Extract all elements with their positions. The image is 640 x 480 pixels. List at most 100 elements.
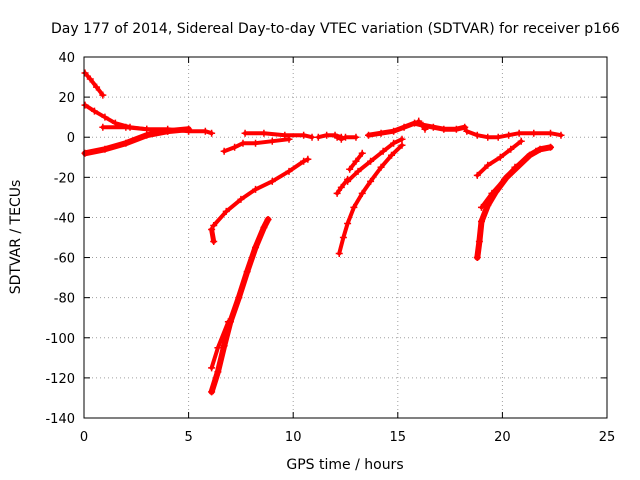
data-point-marker [122,123,130,131]
data-point-marker [463,127,471,135]
series-arc-21 [479,149,538,210]
data-point-marker [507,145,515,153]
plot-frame [83,56,608,419]
data-point-marker [517,137,525,145]
data-point-marker [344,177,352,185]
data-point-marker [323,131,331,139]
y-tick-label: -80 [54,292,75,307]
data-point-marker [268,137,276,145]
data-point-marker [101,113,109,121]
data-point-marker [350,203,358,211]
data-point-marker [264,215,272,223]
data-point-marker [346,165,354,173]
data-point-marker [505,131,513,139]
data-point-marker [475,238,483,246]
data-point-marker [390,139,398,147]
data-point-marker [99,91,107,99]
data-point-marker [243,268,251,276]
y-tick-label: -60 [54,252,75,267]
data-point-marker [365,131,373,139]
data-point-marker [304,155,312,163]
data-point-marker [252,244,260,252]
data-point-marker [241,129,249,137]
data-point-marker [281,131,289,139]
data-point-marker [90,107,98,115]
data-point-marker [300,157,308,165]
data-point-marker [473,171,481,179]
data-point-marker [377,129,385,137]
data-point-marker [208,364,216,372]
grid-lines [84,57,607,418]
data-point-marker [220,342,228,350]
data-point-marker [488,189,496,197]
series-arc-5 [211,157,310,228]
data-point-marker [398,135,406,143]
data-point-marker [367,157,375,165]
data-point-marker [429,123,437,131]
y-tick-label: -20 [54,171,75,186]
y-tick-label: -100 [45,332,75,347]
data-point-marker [337,183,345,191]
y-axis-label: SDTVAR / TECUs [8,180,24,295]
x-tick-label: 0 [80,430,88,445]
data-point-marker [268,177,276,185]
data-point-marker [354,167,362,175]
data-point-marker [452,125,460,133]
data-point-marker [547,129,555,137]
data-point-marker [252,185,260,193]
data-point-marker [201,127,209,135]
data-point-marker [421,125,429,133]
data-point-marker [461,123,469,131]
data-point-marker [398,141,406,149]
y-tick-label: -40 [54,211,75,226]
data-point-marker [81,149,89,157]
data-point-marker [220,147,228,155]
data-point-marker [352,157,360,165]
x-tick-label: 10 [285,430,302,445]
data-point-marker [185,125,193,133]
data-point-marker [231,143,239,151]
data-point-marker [337,135,345,143]
data-point-marker [143,131,151,139]
data-point-marker [496,153,504,161]
series-arc-16 [335,135,358,142]
data-point-marker [208,225,216,233]
data-point-marker [335,250,343,258]
data-point-marker [477,203,485,211]
x-axis-label: GPS time / hours [286,457,403,473]
data-point-marker [536,145,544,153]
data-point-marker [208,129,216,137]
data-point-marker [524,153,532,161]
data-point-marker [500,175,508,183]
data-point-marker [352,133,360,141]
data-point-marker [81,101,89,109]
series-arc-7 [208,216,272,395]
data-point-marker [390,127,398,135]
y-tick-label: 40 [58,51,75,66]
data-point-marker [411,119,419,127]
y-tick-label: 20 [58,91,75,106]
series-arc-18 [416,119,427,132]
data-point-marker [344,219,352,227]
data-point-marker [333,133,341,141]
data-point-marker [511,163,519,171]
data-point-marker [379,147,387,155]
data-point-marker [339,234,347,241]
data-point-marker [81,69,89,77]
data-point-marker [237,195,245,203]
data-point-marker [101,145,109,153]
data-point-marker [358,149,366,157]
data-point-marker [377,163,385,171]
data-point-marker [367,177,375,185]
data-point-marker [224,318,232,326]
data-point-marker [530,129,538,137]
data-point-marker [214,368,222,376]
data-point-marker [214,344,222,352]
data-point-marker [99,123,107,131]
data-point-marker [342,133,349,141]
data-point-marker [314,133,322,141]
y-tick-label: -120 [45,372,75,387]
data-point-marker [473,131,481,139]
data-point-marker [484,133,492,141]
